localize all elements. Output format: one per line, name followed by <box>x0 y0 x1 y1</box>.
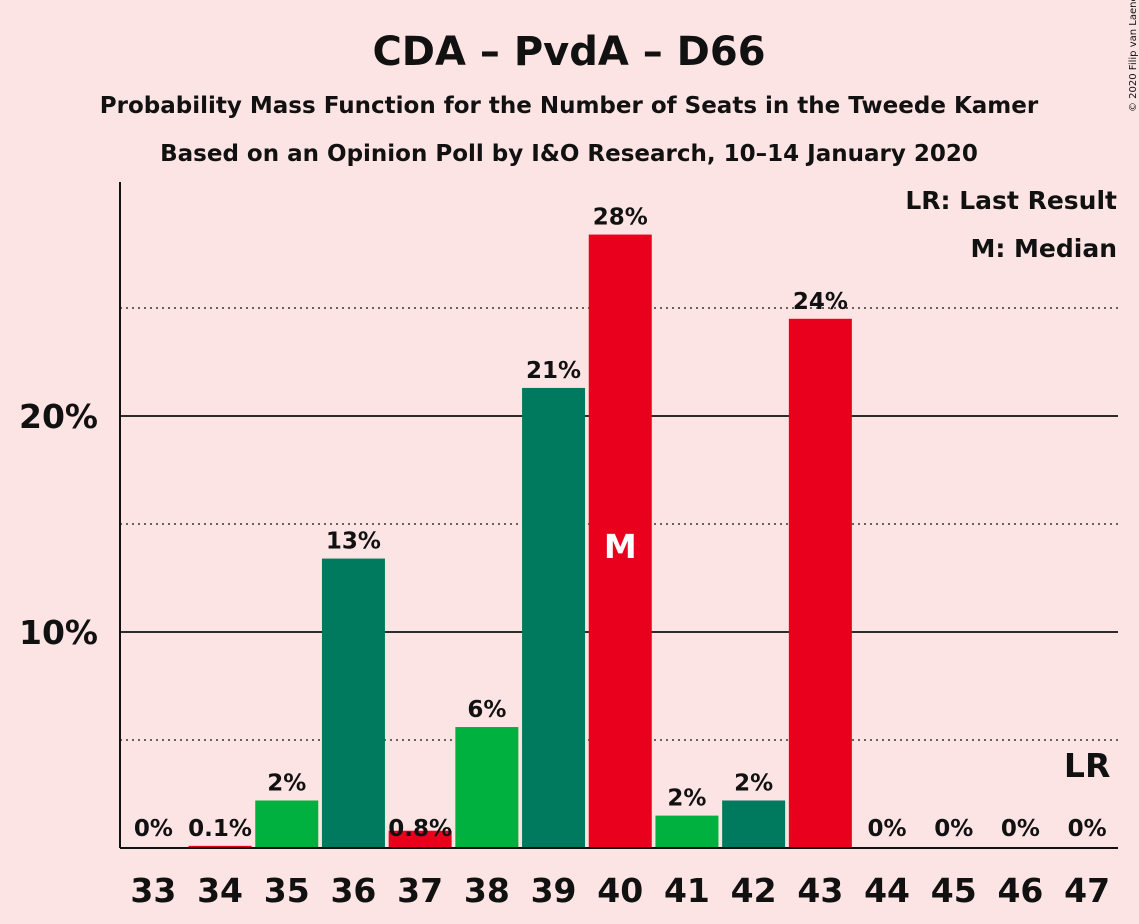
x-tick-label: 33 <box>130 871 176 910</box>
value-label-seat-47: 0% <box>1068 816 1107 842</box>
median-marker: M <box>604 527 637 566</box>
chart-subtitle-poll: Based on an Opinion Poll by I&O Research… <box>160 141 978 167</box>
value-label-seat-33: 0% <box>134 816 173 842</box>
value-label-seat-41: 2% <box>667 786 706 812</box>
copyright-note: © 2020 Filip van Laenen <box>1128 0 1139 112</box>
chart-subtitle: Probability Mass Function for the Number… <box>100 93 1039 119</box>
x-tick-label: 46 <box>997 871 1043 910</box>
x-tick-label: 34 <box>197 871 243 910</box>
value-label-seat-42: 2% <box>734 770 773 796</box>
bar-seat-39 <box>522 387 586 848</box>
bar-value-labels: 0% 0.1% 2% 13% 0.8% 6% 21% 28% M 2% 2% 24% 0% 0% 0% 0% L… <box>134 205 1111 842</box>
bar-seat-40 <box>588 234 652 848</box>
x-tick-label: 43 <box>797 871 843 910</box>
x-tick-label: 39 <box>531 871 577 910</box>
x-tick-label: 35 <box>264 871 310 910</box>
value-label-seat-34: 0.1% <box>188 816 252 842</box>
value-label-seat-46: 0% <box>1001 816 1040 842</box>
bar-seat-35 <box>255 800 319 848</box>
chart-title: CDA – PvdA – D66 <box>372 29 765 75</box>
y-tick-label: 20% <box>19 397 98 436</box>
x-tick-label: 47 <box>1064 871 1110 910</box>
bar-seat-38 <box>455 727 519 848</box>
y-tick-label: 10% <box>19 613 98 652</box>
bar-seat-43 <box>788 318 852 848</box>
bar-seat-36 <box>321 558 385 848</box>
x-tick-label: 45 <box>931 871 977 910</box>
legend-last-result: LR: Last Result <box>905 186 1117 215</box>
bar-seat-37 <box>388 830 452 848</box>
axes: 10% 20% 33 34 35 36 37 38 39 40 41 42 43 44 45 46 47 <box>19 182 1118 910</box>
value-label-seat-37: 0.8% <box>388 816 452 842</box>
x-tick-label: 37 <box>397 871 443 910</box>
x-tick-label: 42 <box>731 871 777 910</box>
bar-seat-41 <box>655 815 719 848</box>
x-tick-label: 40 <box>597 871 643 910</box>
value-label-seat-36: 13% <box>326 529 381 555</box>
value-label-seat-38: 6% <box>467 697 506 723</box>
bars <box>188 234 852 848</box>
value-label-seat-40: 28% <box>593 205 648 231</box>
value-label-seat-44: 0% <box>868 816 907 842</box>
legend-median: M: Median <box>970 234 1117 263</box>
value-label-seat-39: 21% <box>526 358 581 384</box>
bar-seat-42 <box>722 800 786 848</box>
last-result-marker: LR <box>1064 746 1110 785</box>
x-tick-label: 38 <box>464 871 510 910</box>
value-label-seat-35: 2% <box>267 770 306 796</box>
x-tick-label: 41 <box>664 871 710 910</box>
x-tick-label: 36 <box>330 871 376 910</box>
value-label-seat-45: 0% <box>934 816 973 842</box>
value-label-seat-43: 24% <box>793 289 848 315</box>
x-tick-label: 44 <box>864 871 910 910</box>
bar-seat-34 <box>188 845 252 848</box>
